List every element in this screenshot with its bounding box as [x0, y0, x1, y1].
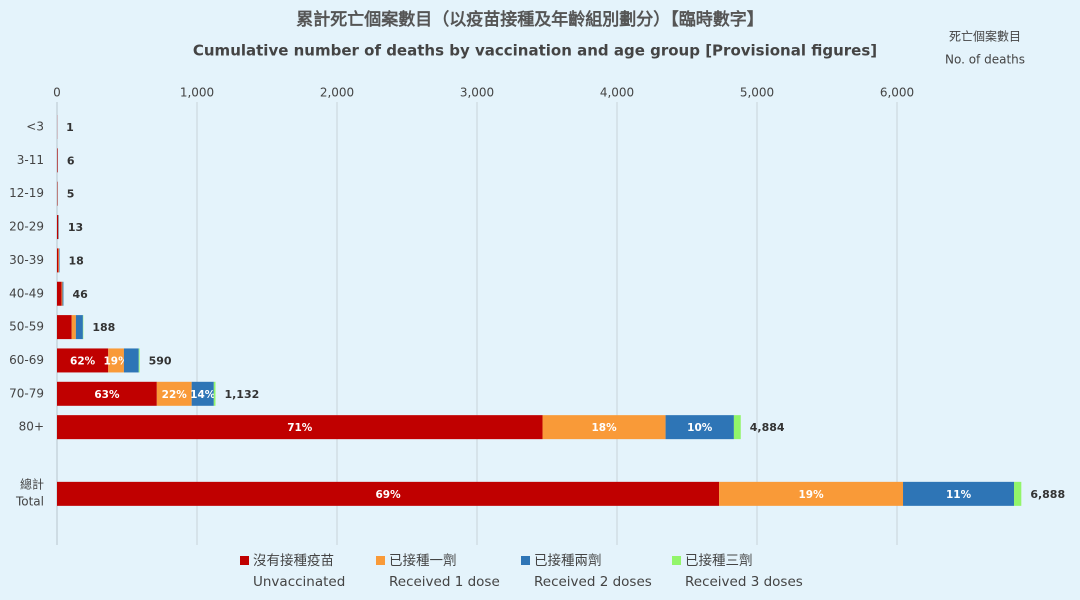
total-label: 1: [66, 121, 74, 134]
x-tick-label: 3,000: [460, 86, 494, 100]
bar-segment: [57, 148, 58, 173]
total-label: 1,132: [224, 388, 259, 401]
total-label: 188: [92, 321, 115, 334]
legend-swatch: [376, 556, 385, 565]
bar-segment: [138, 348, 140, 373]
bar-segment: [57, 248, 59, 273]
bar-segment: [58, 248, 60, 273]
bar-segment: [213, 381, 216, 406]
bar-segment: [57, 281, 62, 306]
segment-label: 18%: [591, 422, 617, 434]
bar-segment: [123, 348, 139, 373]
axis-title: 死亡個案數目: [949, 29, 1021, 44]
y-tick-label: 20-29: [9, 220, 44, 234]
segment-label: 71%: [287, 422, 313, 434]
bar-segment: [1014, 481, 1022, 506]
total-label: 6,888: [1030, 488, 1065, 501]
total-label: 5: [67, 188, 75, 201]
segment-label: 11%: [946, 489, 972, 501]
y-tick-label: 60-69: [9, 353, 44, 367]
segment-label: 10%: [687, 422, 713, 434]
bar-segment: [57, 415, 543, 440]
chart-subtitle: Cumulative number of deaths by vaccinati…: [193, 42, 877, 60]
y-tick-label: 30-39: [9, 253, 44, 267]
y-tick-label: Total: [15, 494, 44, 508]
legend-label: 沒有接種疫苗: [253, 552, 334, 569]
bar-segment: [57, 481, 720, 506]
bar-segment: [57, 215, 59, 240]
total-label: 4,884: [750, 421, 785, 434]
y-tick-label: 3-11: [17, 153, 44, 167]
bar-segment: [191, 381, 214, 406]
segment-label: 19%: [104, 355, 130, 367]
bar-segment: [733, 415, 741, 440]
y-tick-label: 總計: [20, 476, 44, 491]
bar-segment: [156, 381, 192, 406]
bar-segment: [57, 315, 72, 340]
bar-segment: [719, 481, 904, 506]
bar-segment: [108, 348, 124, 373]
legend-label: 已接種一劑: [389, 552, 457, 569]
bar-segment: [57, 381, 157, 406]
chart-title: 累計死亡個案數目（以疫苗接種及年齡組別劃分）【臨時數字】: [296, 9, 764, 30]
axis-title: No. of deaths: [945, 53, 1025, 67]
y-tick-label: 80+: [19, 420, 44, 434]
legend-swatch: [240, 556, 249, 565]
bar-segment: [71, 315, 76, 340]
total-label: 18: [69, 254, 84, 267]
legend-label: Received 3 doses: [685, 574, 803, 590]
legend-label: Received 2 doses: [534, 574, 652, 590]
segment-label: 69%: [375, 489, 401, 501]
y-tick-label: 50-59: [9, 320, 44, 334]
total-label: 6: [67, 154, 75, 167]
bar-segment: [57, 348, 109, 373]
x-tick-label: 1,000: [180, 86, 214, 100]
bar-segment: [542, 415, 666, 440]
legend-swatch: [521, 556, 530, 565]
legend-swatch: [672, 556, 681, 565]
segment-label: 63%: [94, 389, 120, 401]
y-tick-label: 70-79: [9, 386, 44, 400]
segment-label: 62%: [70, 355, 96, 367]
bar-segment: [75, 315, 83, 340]
legend-label: 已接種三劑: [685, 552, 753, 569]
x-tick-label: 6,000: [880, 86, 914, 100]
x-tick-label: 2,000: [320, 86, 354, 100]
x-tick-label: 5,000: [740, 86, 774, 100]
bar-segment: [58, 248, 59, 273]
bar-segment: [62, 281, 64, 306]
bar-segment: [61, 281, 63, 306]
x-tick-label: 0: [53, 86, 61, 100]
segment-label: 19%: [798, 489, 824, 501]
x-tick-label: 4,000: [600, 86, 634, 100]
segment-label: 22%: [162, 389, 188, 401]
y-tick-label: 40-49: [9, 286, 44, 300]
bar-segment: [903, 481, 1015, 506]
legend-label: Unvaccinated: [253, 574, 345, 590]
total-label: 590: [149, 354, 172, 367]
total-label: 46: [72, 288, 88, 301]
y-tick-label: 12-19: [9, 186, 44, 200]
legend-label: 已接種兩劑: [534, 552, 602, 569]
legend-label: Received 1 dose: [389, 574, 500, 590]
segment-label: 14%: [190, 389, 216, 401]
y-tick-label: <3: [26, 120, 44, 134]
total-label: 13: [68, 221, 83, 234]
bar-segment: [665, 415, 734, 440]
